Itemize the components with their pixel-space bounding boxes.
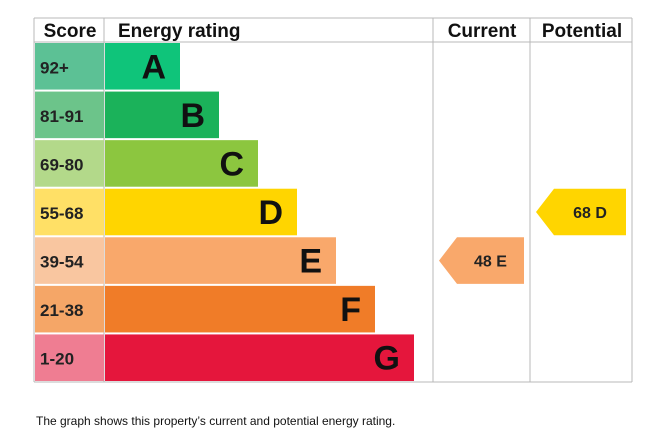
indicator-arrow [536,188,626,236]
score-cell [35,334,104,381]
caption: The graph shows this property’s current … [36,414,396,428]
score-cell [35,43,104,90]
rating-bar [105,43,180,90]
indicator-arrow [439,237,524,284]
rating-bands: 92+ A 81-91 B 69-80 C 55-68 D 39-54 E 21-38 F 1-20 G [35,43,414,381]
rating-bar [105,188,297,236]
band-b: 81-91 B [35,91,219,139]
indicator-label: 68 D [573,205,607,222]
rating-bar [105,334,414,381]
score-cell [35,91,104,139]
rating-bar [105,91,219,139]
rating-letter: C [219,145,244,183]
potential-header: Potential [542,21,622,42]
score-cell [35,237,104,284]
current-rating-indicator: 48 E [439,237,524,284]
potential-rating-indicator: 68 D [536,188,626,236]
score-label: 81-91 [40,107,83,126]
score-cell [35,188,104,236]
band-c: 69-80 C [35,140,258,187]
rating-letter: A [141,48,166,86]
rating-letter: G [374,340,400,378]
score-label: 69-80 [40,155,83,174]
rating-letter: D [258,194,283,232]
epc-chart: Score Energy rating Current Potential 92… [33,17,633,383]
band-f: 21-38 F [35,285,375,333]
indicator-label: 48 E [474,254,507,271]
rating-letter: F [340,291,361,329]
band-a: 92+ A [35,43,180,90]
score-header: Score [44,21,97,42]
rating-bar [105,285,375,333]
score-label: 1-20 [40,350,74,369]
score-label: 21-38 [40,301,83,320]
rating-letter: E [299,243,322,281]
score-label: 55-68 [40,204,83,223]
rating-indicators: 48 E 68 D [439,188,626,284]
band-e: 39-54 E [35,237,336,284]
current-header: Current [448,21,517,42]
score-cell [35,140,104,187]
rating-bar [105,237,336,284]
band-d: 55-68 D [35,188,297,236]
rating-bar [105,140,258,187]
rating-letter: B [180,97,205,135]
band-g: 1-20 G [35,334,414,381]
header-row: Score Energy rating Current Potential [44,21,623,42]
score-label: 39-54 [40,253,84,272]
score-cell [35,285,104,333]
score-label: 92+ [40,58,69,77]
energy-rating-header: Energy rating [118,21,240,42]
